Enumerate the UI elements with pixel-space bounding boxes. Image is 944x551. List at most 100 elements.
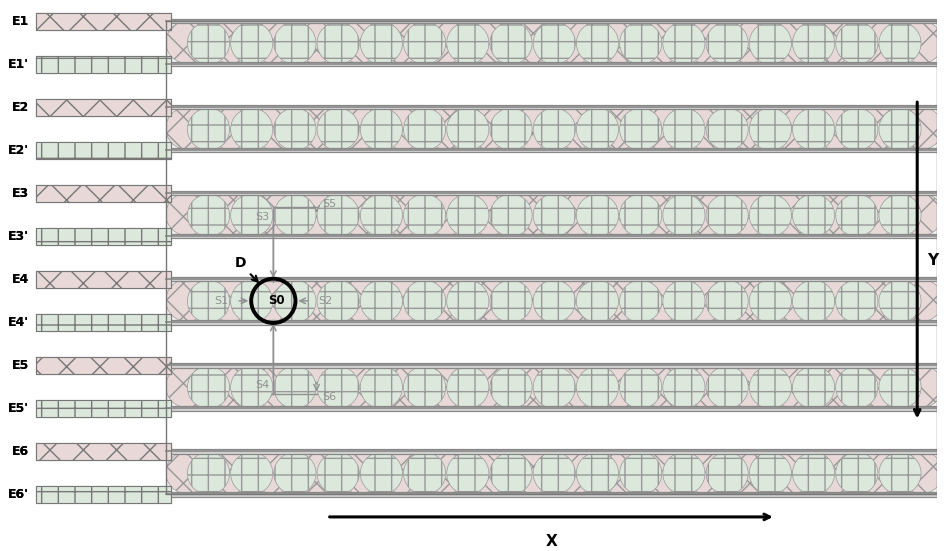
Circle shape bbox=[252, 193, 295, 235]
Circle shape bbox=[295, 107, 337, 149]
Circle shape bbox=[447, 280, 488, 322]
Circle shape bbox=[403, 22, 446, 64]
Circle shape bbox=[252, 21, 295, 63]
Circle shape bbox=[209, 279, 251, 321]
Circle shape bbox=[295, 365, 337, 408]
Circle shape bbox=[554, 21, 597, 63]
Circle shape bbox=[834, 280, 877, 322]
Circle shape bbox=[770, 193, 812, 235]
Circle shape bbox=[403, 194, 446, 236]
Bar bbox=[165, 320, 936, 325]
Circle shape bbox=[447, 366, 488, 408]
Circle shape bbox=[381, 365, 424, 408]
Bar bbox=[165, 449, 936, 453]
Circle shape bbox=[425, 365, 466, 408]
Text: E6: E6 bbox=[12, 445, 29, 458]
Circle shape bbox=[295, 451, 337, 494]
Circle shape bbox=[360, 366, 402, 408]
Circle shape bbox=[338, 279, 380, 321]
Circle shape bbox=[403, 280, 446, 322]
Circle shape bbox=[834, 22, 877, 64]
Text: E5': E5' bbox=[8, 402, 29, 415]
Circle shape bbox=[878, 366, 920, 408]
Circle shape bbox=[447, 194, 488, 236]
Circle shape bbox=[900, 279, 942, 321]
Circle shape bbox=[511, 107, 553, 149]
Text: S0: S0 bbox=[268, 294, 284, 307]
Circle shape bbox=[317, 452, 359, 494]
Text: E3': E3' bbox=[8, 230, 29, 243]
Circle shape bbox=[792, 366, 834, 408]
Circle shape bbox=[705, 366, 748, 408]
Bar bbox=[36, 228, 171, 245]
Bar bbox=[36, 443, 171, 460]
Bar bbox=[36, 443, 171, 460]
Text: E5': E5' bbox=[8, 402, 29, 415]
Circle shape bbox=[317, 280, 359, 322]
Bar bbox=[36, 56, 171, 73]
Circle shape bbox=[230, 452, 273, 494]
Circle shape bbox=[187, 366, 229, 408]
Circle shape bbox=[317, 108, 359, 150]
Circle shape bbox=[338, 107, 380, 149]
Circle shape bbox=[576, 194, 618, 236]
Circle shape bbox=[619, 194, 661, 236]
Circle shape bbox=[532, 108, 575, 150]
Circle shape bbox=[727, 365, 769, 408]
Circle shape bbox=[511, 279, 553, 321]
Circle shape bbox=[749, 366, 790, 408]
Circle shape bbox=[705, 280, 748, 322]
Bar bbox=[36, 400, 171, 417]
Bar bbox=[36, 486, 171, 503]
Circle shape bbox=[381, 21, 424, 63]
Circle shape bbox=[532, 194, 575, 236]
Bar bbox=[165, 493, 936, 496]
Circle shape bbox=[662, 366, 704, 408]
Circle shape bbox=[792, 280, 834, 322]
Circle shape bbox=[425, 21, 466, 63]
Circle shape bbox=[598, 21, 639, 63]
Circle shape bbox=[683, 365, 726, 408]
Bar bbox=[36, 56, 171, 73]
Circle shape bbox=[619, 22, 661, 64]
Text: Y: Y bbox=[926, 253, 937, 268]
Circle shape bbox=[187, 280, 229, 322]
Circle shape bbox=[900, 21, 942, 63]
Circle shape bbox=[619, 366, 661, 408]
Text: E3: E3 bbox=[12, 187, 29, 200]
Circle shape bbox=[468, 193, 510, 235]
Circle shape bbox=[317, 366, 359, 408]
Text: E1': E1' bbox=[8, 58, 29, 71]
Text: E1: E1 bbox=[12, 15, 29, 28]
Text: E6: E6 bbox=[12, 445, 29, 458]
Circle shape bbox=[274, 108, 315, 150]
Bar bbox=[36, 486, 171, 503]
Circle shape bbox=[856, 107, 899, 149]
Circle shape bbox=[338, 21, 380, 63]
Circle shape bbox=[403, 108, 446, 150]
Circle shape bbox=[425, 451, 466, 494]
Circle shape bbox=[209, 21, 251, 63]
Circle shape bbox=[511, 21, 553, 63]
Circle shape bbox=[425, 193, 466, 235]
Circle shape bbox=[813, 21, 855, 63]
Circle shape bbox=[856, 21, 899, 63]
Text: E6': E6' bbox=[8, 488, 29, 501]
Bar bbox=[36, 314, 171, 331]
Bar bbox=[165, 234, 936, 239]
Circle shape bbox=[641, 279, 683, 321]
Circle shape bbox=[209, 365, 251, 408]
Circle shape bbox=[749, 22, 790, 64]
Circle shape bbox=[662, 280, 704, 322]
Circle shape bbox=[554, 107, 597, 149]
Text: E4: E4 bbox=[12, 273, 29, 286]
Circle shape bbox=[165, 107, 208, 149]
Circle shape bbox=[295, 193, 337, 235]
Bar bbox=[36, 400, 171, 417]
Circle shape bbox=[165, 451, 208, 494]
Circle shape bbox=[727, 451, 769, 494]
Circle shape bbox=[554, 279, 597, 321]
Circle shape bbox=[274, 280, 315, 322]
Circle shape bbox=[641, 193, 683, 235]
Circle shape bbox=[598, 279, 639, 321]
